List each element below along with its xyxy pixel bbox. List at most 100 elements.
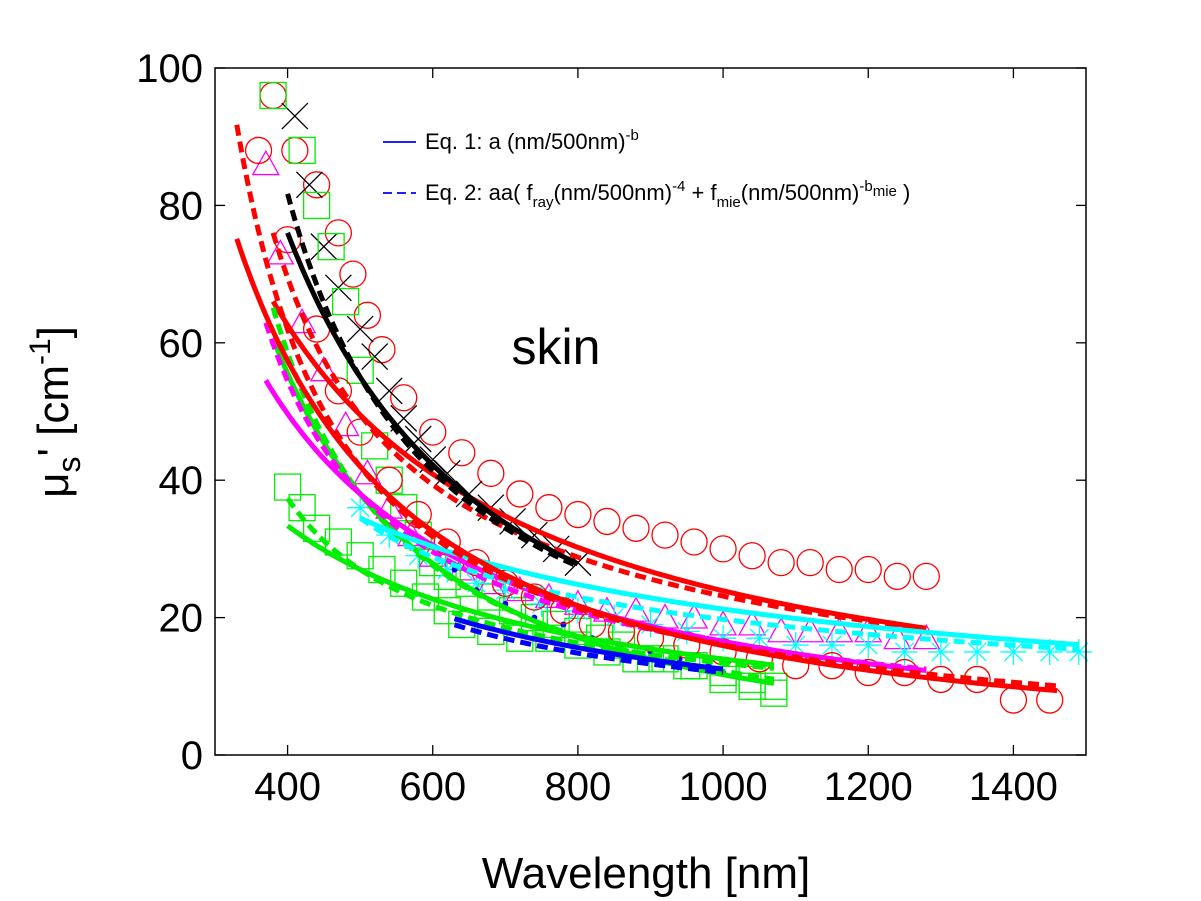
series-5-point-3 [434, 556, 461, 583]
series-2-point-0 [259, 81, 287, 110]
series-5-point-10 [673, 618, 700, 645]
series-0-point-15 [622, 514, 650, 542]
series-2-point-3 [317, 232, 345, 261]
legend-label-1: Eq. 2: aa( fray(nm/500nm)-4 + fmie(nm/50… [425, 178, 910, 211]
legend-label-1-part-9: ) [897, 180, 910, 205]
legend-label-1-part-5: mie [717, 194, 741, 211]
legend-label-1-part-3: -4 [672, 178, 685, 195]
series-0-point-17 [680, 528, 708, 556]
series-0-point-11 [506, 480, 534, 508]
series-4-point-2 [287, 307, 317, 334]
series-5-point-13 [782, 632, 809, 659]
series-1-point-10 [433, 459, 461, 487]
series-1-point-4 [346, 315, 374, 343]
legend-label-1-part-4: + f [685, 180, 717, 205]
x-tick-label-3: 1000 [679, 765, 768, 809]
legend-label-0-part-0: Eq. 1: a (nm/500nm) [425, 129, 626, 154]
series-1-point-8 [404, 425, 432, 453]
series-4-point-25 [912, 623, 941, 650]
series-0-point-22 [825, 555, 853, 584]
series-0-fit-eq1 [270, 300, 927, 631]
series-0-point-21 [796, 548, 824, 577]
series-0-point-9 [448, 439, 476, 467]
x-tick-label-2: 800 [545, 765, 612, 809]
series-4-markers [251, 149, 941, 650]
legend-label-1-part-1: ray [533, 194, 554, 211]
y-tick-label-1: 20 [159, 597, 204, 641]
series-5-point-6 [528, 590, 555, 617]
series-3-point-20 [760, 672, 788, 700]
x-tick-label-4: 1200 [824, 765, 913, 809]
series-3-fits [285, 496, 775, 671]
legend: Eq. 1: a (nm/500nm)-bEq. 2: aa( fray(nm/… [383, 127, 910, 211]
axis-ticks: 400 600 800 1000 1200 1400 0 20 40 60 80 100 [136, 47, 1086, 809]
series-3-fit-eq1 [286, 523, 775, 668]
series-1-fit-eq2 [285, 193, 579, 569]
x-tick-label-1: 600 [399, 765, 466, 809]
legend-label-1-part-8: mie [873, 183, 897, 200]
series-0-fits [270, 232, 927, 632]
series-0-point-14 [593, 507, 621, 536]
series-4-point-20 [767, 617, 796, 643]
series-7-point-24 [999, 686, 1028, 714]
legend-label-1-part-6: (nm/500nm) [741, 180, 860, 205]
series-0-point-1 [281, 136, 309, 165]
series-4-point-4 [331, 410, 360, 437]
series-0-point-13 [564, 500, 592, 529]
series-2-point-2 [302, 191, 331, 220]
series-6-fit-eq2 [453, 622, 724, 675]
series-1-point-5 [361, 343, 389, 370]
series-0-point-2 [302, 171, 331, 199]
series-5-point-14 [818, 632, 845, 659]
y-axis-title-mu: μ [29, 473, 78, 498]
series-5-point-16 [891, 638, 918, 665]
legend-label-0-part-1: -b [626, 127, 639, 144]
y-axis-title-close: ] [29, 326, 78, 338]
series-5-point-4 [463, 570, 490, 597]
data-layer [234, 81, 1092, 714]
legend-label-0: Eq. 1: a (nm/500nm)-b [425, 127, 639, 154]
series-3-point-8 [433, 597, 461, 625]
series-5-point-20 [1036, 638, 1063, 665]
y-tick-label-5: 100 [136, 47, 203, 91]
series-7-point-3 [324, 377, 353, 405]
series-5-fit-eq2 [358, 515, 1079, 652]
series-0-point-20 [767, 548, 795, 577]
y-axis-title: μs' [cm-1] [24, 326, 87, 498]
x-tick-label-0: 400 [254, 765, 321, 809]
series-5-point-19 [1000, 638, 1027, 665]
series-0-point-18 [709, 535, 737, 563]
y-axis-title-prime: ' [cm [29, 365, 78, 457]
plot-frame [214, 67, 1087, 756]
annotation-skin: skin [512, 319, 601, 375]
series-1-fit-eq1 [285, 231, 580, 567]
series-5-point-12 [746, 625, 773, 652]
series-0-point-5 [353, 301, 382, 329]
series-2-point-8 [390, 494, 418, 522]
y-tick-label-3: 60 [159, 322, 204, 366]
series-0-point-7 [390, 384, 418, 412]
series-0-point-24 [883, 562, 911, 591]
series-0-point-10 [477, 459, 505, 487]
series-2-point-5 [346, 356, 374, 384]
series-7-fit-eq2 [234, 124, 1058, 689]
series-5-point-21 [1065, 638, 1092, 665]
series-5-point-0 [347, 494, 374, 521]
series-0-point-3 [324, 219, 353, 247]
series-0-point-23 [854, 555, 882, 584]
series-0-point-4 [339, 260, 367, 288]
legend-label-1-part-2: (nm/500nm) [553, 180, 672, 205]
series-5-point-5 [492, 577, 519, 604]
series-5-point-15 [855, 632, 882, 659]
y-tick-label-2: 40 [159, 459, 204, 503]
series-0-fit-eq2 [270, 232, 927, 632]
legend-label-1-part-0: Eq. 2: aa( f [425, 180, 534, 205]
series-7-point-0 [244, 136, 273, 165]
legend-label-1-part-7: -b [859, 178, 872, 195]
x-tick-label-5: 1400 [969, 765, 1058, 809]
series-1-point-1 [295, 171, 323, 199]
series-0-point-6 [368, 336, 396, 364]
series-1-point-6 [375, 377, 403, 405]
series-7-fit-eq1 [234, 238, 1058, 694]
